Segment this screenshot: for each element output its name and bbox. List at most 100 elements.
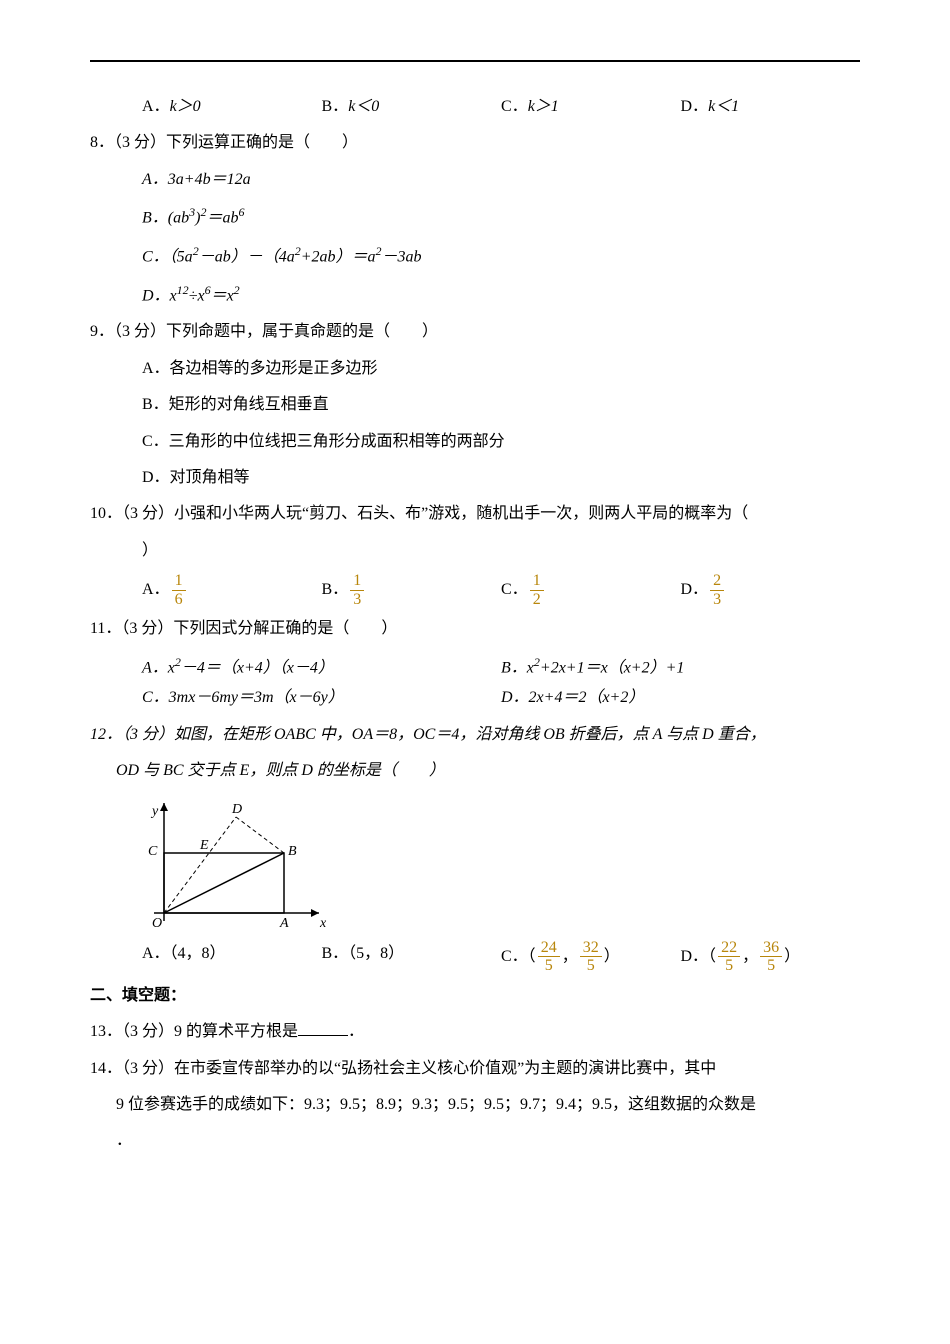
opt-text: A．3a+4b＝12a (142, 171, 251, 188)
page: A．k＞0 B．k＜0 C．k＞1 D．k＜1 8．（3 分）下列运算正确的是（… (0, 0, 950, 1344)
x-arrow-icon (311, 909, 319, 917)
den: 5 (538, 957, 560, 975)
line-bd (236, 817, 284, 853)
q8-stem: 8．（3 分）下列运算正确的是（ ） (90, 128, 860, 158)
label-b: B (288, 844, 297, 859)
q11-options-row2: C．3mx－6my＝3m（x－6y） D．2x+4＝2（x+2） (142, 683, 860, 713)
t: C．（5a (142, 248, 193, 265)
den: 5 (760, 957, 782, 975)
q12-opt-a: A．（4，8） (142, 939, 322, 975)
section-2-title: 二、填空题： (90, 981, 860, 1011)
label-e: E (199, 838, 209, 853)
fraction: 13 (350, 572, 364, 608)
t: ＝x (211, 287, 234, 304)
opt-value: k＞0 (170, 98, 201, 115)
label-a: A (279, 916, 289, 931)
q7-opt-a: A．k＞0 (142, 92, 322, 122)
sup: 2 (234, 283, 240, 297)
q11-stem: 11．（3 分）下列因式分解正确的是（ ） (90, 614, 860, 644)
num: 36 (760, 939, 782, 958)
t: B．x (501, 659, 534, 676)
line-od (164, 817, 236, 913)
t: ， (742, 947, 758, 964)
opt-label: D． (681, 581, 709, 598)
den: 6 (172, 591, 186, 609)
den: 2 (530, 591, 544, 609)
q12-options: A．（4，8） B．（5，8） C．（245，325） D．（225，365） (142, 939, 860, 975)
t: +2ab）＝a (301, 248, 376, 265)
top-rule (90, 60, 860, 62)
t: －ab）－（4a (199, 248, 295, 265)
q10-opt-a: A．16 (142, 572, 322, 608)
num: 2 (710, 572, 724, 591)
q7-options: A．k＞0 B．k＜0 C．k＞1 D．k＜1 (142, 92, 860, 122)
label-c: C (148, 844, 158, 859)
q8-opt-a: A．3a+4b＝12a (142, 165, 860, 195)
opt-label: D． (681, 98, 709, 115)
t: 12．（3 分）如图，在矩形 OABC 中，OA＝8，OC＝4，沿对角线 OB … (90, 726, 766, 743)
q9-opt-b: B．矩形的对角线互相垂直 (142, 390, 860, 420)
opt-label: B． (322, 581, 349, 598)
q13-pre: 13．（3 分）9 的算术平方根是 (90, 1023, 298, 1040)
q10-options: A．16 B．13 C．12 D．23 (142, 572, 860, 608)
opt-label: A． (142, 581, 170, 598)
t: ） (784, 947, 800, 964)
opt-value: k＜1 (708, 98, 739, 115)
fraction: 12 (530, 572, 544, 608)
q12-stem-b: OD 与 BC 交于点 E，则点 D 的坐标是（ ） (116, 756, 860, 786)
q9-opt-a: A．各边相等的多边形是正多边形 (142, 354, 860, 384)
t: A．x (142, 659, 175, 676)
q14-line1: 14．（3 分）在市委宣传部举办的以“弘扬社会主义核心价值观”为主题的演讲比赛中… (90, 1054, 860, 1084)
q14-line3: ． (116, 1126, 860, 1156)
q8-opt-b: B．(ab3)2＝ab6 (142, 201, 860, 234)
fraction: 245 (538, 939, 560, 975)
num: 32 (580, 939, 602, 958)
diagonal-ob (164, 853, 284, 913)
q8-opt-c: C．（5a2－ab）－（4a2+2ab）＝a2－3ab (142, 240, 860, 273)
q13: 13．（3 分）9 的算术平方根是 ． (90, 1017, 860, 1047)
num: 1 (530, 572, 544, 591)
q10-opt-d: D．23 (681, 572, 861, 608)
label-d: D (231, 802, 242, 817)
den: 3 (350, 591, 364, 609)
q7-opt-b: B．k＜0 (322, 92, 502, 122)
t: +2x+1＝x（x+2）+1 (540, 659, 685, 676)
q9-opt-d: D．对顶角相等 (142, 463, 860, 493)
fraction: 325 (580, 939, 602, 975)
opt-label: B． (322, 98, 349, 115)
t: D．（ (681, 947, 717, 964)
q10-opt-b: B．13 (322, 572, 502, 608)
q11-opt-b: B．x2+2x+1＝x（x+2）+1 (501, 651, 860, 684)
q10-stem-b: ） (142, 536, 860, 566)
fraction: 16 (172, 572, 186, 608)
label-x: x (319, 916, 327, 931)
t: D．x (142, 287, 177, 304)
den: 5 (580, 957, 602, 975)
t: B．(ab (142, 210, 189, 227)
den: 3 (710, 591, 724, 609)
q9-opt-c: C．三角形的中位线把三角形分成面积相等的两部分 (142, 427, 860, 457)
opt-label: C． (501, 98, 528, 115)
t: ÷x (189, 287, 205, 304)
opt-value: k＜0 (348, 98, 379, 115)
q12-opt-b: B．（5，8） (322, 939, 502, 975)
fraction: 23 (710, 572, 724, 608)
blank (298, 1019, 348, 1036)
sup: 6 (238, 205, 244, 219)
opt-value: k＞1 (528, 98, 559, 115)
q14-line2: 9 位参赛选手的成绩如下：9.3；9.5；8.9；9.3；9.5；9.5；9.7… (116, 1090, 860, 1120)
opt-label: C． (501, 581, 528, 598)
q13-post: ． (348, 1023, 364, 1040)
num: 1 (172, 572, 186, 591)
fraction: 225 (718, 939, 740, 975)
q12-figure: E y x O A B C D (134, 793, 334, 933)
q7-opt-c: C．k＞1 (501, 92, 681, 122)
fraction: 365 (760, 939, 782, 975)
num: 22 (718, 939, 740, 958)
q11-opt-d: D．2x+4＝2（x+2） (501, 683, 860, 713)
t: OD 与 BC 交于点 E，则点 D 的坐标是（ ） (116, 762, 445, 779)
t: ＝ab (206, 210, 238, 227)
t: ） (604, 947, 620, 964)
q10-stem-a: 10．（3 分）小强和小华两人玩“剪刀、石头、布”游戏，随机出手一次，则两人平局… (90, 499, 860, 529)
q8-opt-d: D．x12÷x6＝x2 (142, 279, 860, 312)
